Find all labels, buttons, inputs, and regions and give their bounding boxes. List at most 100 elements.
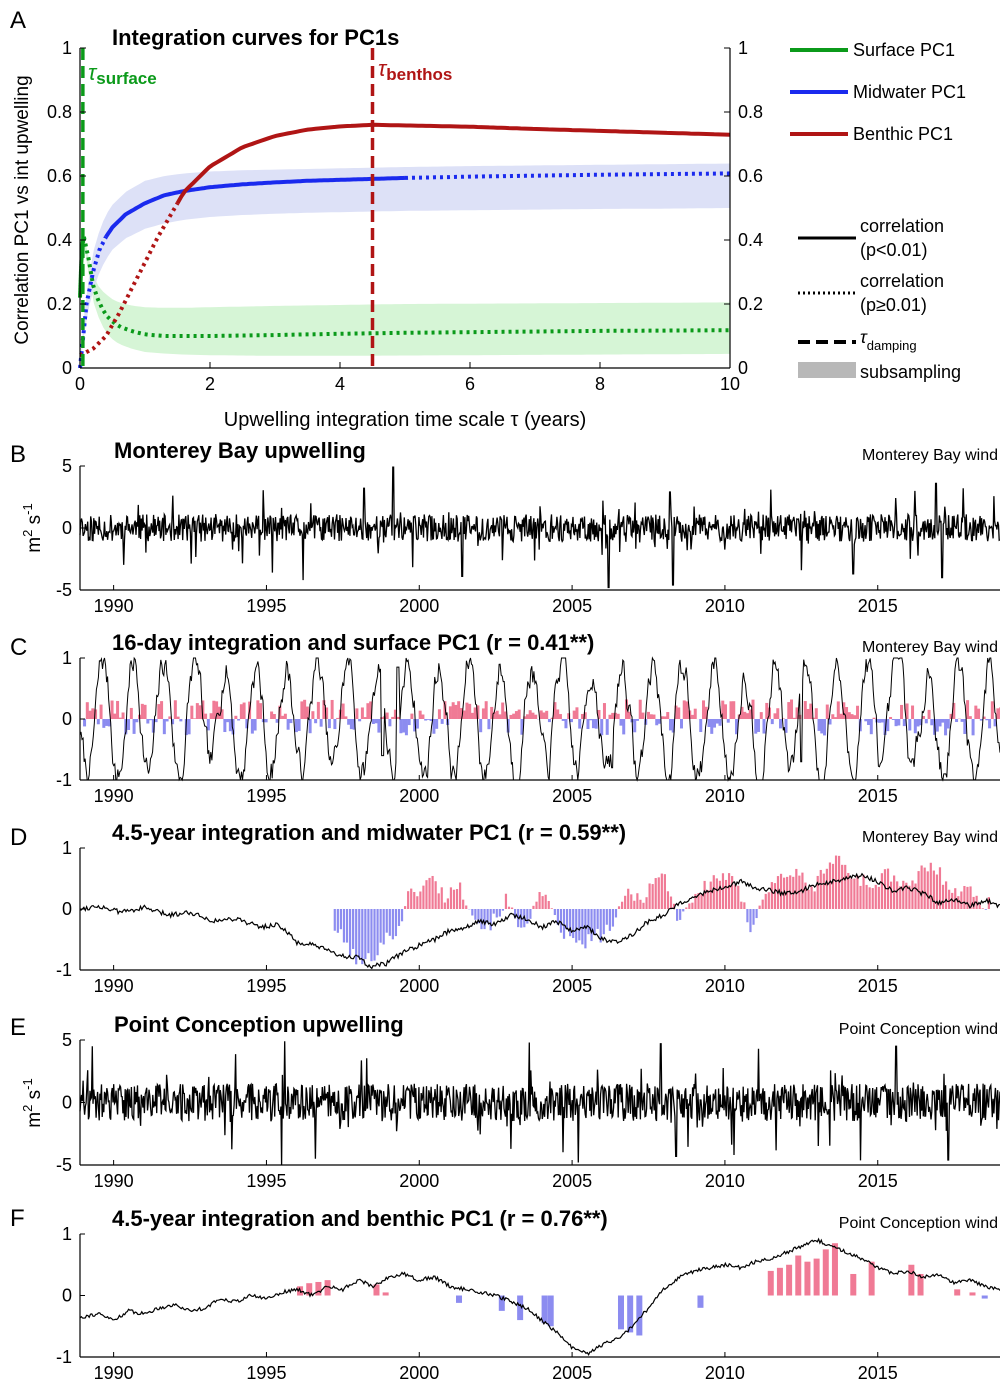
panel-d-xtick-label: 2015 bbox=[858, 976, 898, 996]
panel-d-bar bbox=[828, 862, 832, 909]
panel-d-bar bbox=[602, 909, 605, 935]
panel-c-bar bbox=[118, 717, 122, 719]
panel-d-bar bbox=[452, 889, 456, 909]
panel-c-bar bbox=[113, 713, 117, 719]
panel-c-bar bbox=[484, 701, 488, 719]
panel-c-bar bbox=[556, 709, 560, 719]
panel-c-bar bbox=[627, 711, 631, 719]
panel-c-bar bbox=[465, 702, 469, 719]
panel-c-bar bbox=[88, 710, 92, 719]
panel-d-bar bbox=[541, 896, 544, 909]
panel-f-bar bbox=[868, 1261, 875, 1296]
panel-c-bar bbox=[223, 719, 227, 733]
panel-c-bar bbox=[443, 701, 447, 719]
panel-d-bar bbox=[984, 909, 987, 910]
panel-c-bar bbox=[360, 707, 364, 719]
panel-c-bar bbox=[371, 719, 375, 724]
panel-c-bar bbox=[418, 710, 422, 719]
panel-c-bar bbox=[275, 719, 279, 723]
panel-f-bar bbox=[498, 1295, 505, 1311]
panel-d-bar bbox=[862, 874, 865, 909]
panel-d-bar bbox=[529, 909, 532, 919]
panel-c-bar bbox=[699, 719, 703, 733]
panel-c-bar bbox=[300, 701, 304, 719]
panel-c-bar bbox=[168, 716, 172, 719]
panel-b-series-line bbox=[79, 466, 1000, 589]
panel-c-bar bbox=[773, 713, 777, 719]
panel-d-bar bbox=[798, 875, 801, 909]
panel-c-ytick-label: 0 bbox=[62, 709, 72, 729]
panel-d-bar bbox=[639, 899, 642, 909]
panel-d-bar bbox=[831, 863, 835, 909]
panel-d-bar bbox=[345, 909, 349, 943]
panel-b-xtick-label: 2000 bbox=[399, 596, 439, 616]
panel-c-bar bbox=[105, 719, 109, 726]
panel-d-bar bbox=[724, 879, 728, 909]
panel-c-bar bbox=[479, 719, 483, 733]
panel-d-bar bbox=[758, 905, 761, 909]
panel-f-bar bbox=[786, 1264, 793, 1296]
panel-f-xtick-label: 1990 bbox=[94, 1363, 134, 1383]
panel-c-bar bbox=[803, 701, 807, 719]
panel-d-xtick-label: 1990 bbox=[94, 976, 134, 996]
panel-d-bar bbox=[614, 909, 618, 918]
panel-c-bar bbox=[437, 709, 441, 719]
panel-c-bar bbox=[701, 700, 705, 719]
panel-d-bar bbox=[388, 909, 391, 936]
panel-c-bar bbox=[250, 719, 254, 734]
panel-d-bar bbox=[883, 869, 887, 909]
legend-benthic-label: Benthic PC1 bbox=[853, 124, 953, 144]
panel-c-bar bbox=[319, 719, 323, 727]
panel-d-bar bbox=[440, 887, 443, 909]
panel-c-bar bbox=[424, 719, 428, 721]
panel-d-bar bbox=[746, 909, 749, 923]
panel-c-bar bbox=[586, 719, 590, 729]
panel-letter-f: F bbox=[10, 1205, 25, 1232]
panel-c-bar bbox=[94, 709, 98, 719]
panel-c-bar bbox=[501, 702, 505, 719]
panel-c-bar bbox=[872, 717, 876, 719]
panel-d-bar bbox=[431, 875, 434, 909]
panel-c-bar bbox=[176, 716, 180, 719]
panel-d-xtick-label: 1995 bbox=[246, 976, 286, 996]
panel-c-bar bbox=[666, 712, 670, 719]
panel-d-bar bbox=[495, 909, 498, 918]
panel-f-series-line bbox=[79, 1237, 1000, 1356]
panel-d-bar bbox=[660, 873, 663, 909]
panel-a-ytick-label-right: 1 bbox=[738, 38, 748, 58]
panel-d-bar bbox=[666, 891, 670, 909]
panel-c-bar bbox=[239, 704, 243, 719]
panel-c-bar bbox=[726, 719, 730, 723]
panel-d-bar bbox=[624, 895, 627, 909]
panel-c-bar bbox=[850, 714, 854, 719]
panel-c-bar bbox=[83, 719, 87, 727]
panel-c-bar bbox=[589, 719, 593, 721]
panel-d-bar bbox=[792, 876, 795, 909]
panel-d-bar bbox=[944, 881, 948, 909]
panel-c-bar bbox=[594, 719, 598, 729]
panel-c-bar bbox=[746, 713, 750, 719]
panel-d-bar bbox=[480, 909, 483, 930]
panel-c-bar bbox=[151, 719, 155, 733]
panel-c-bar bbox=[891, 719, 895, 720]
panel-c-bar bbox=[162, 719, 166, 735]
panel-c-bar bbox=[619, 719, 623, 726]
panel-d-bar bbox=[914, 883, 917, 909]
panel-c-bar bbox=[949, 713, 953, 719]
panel-d-bar bbox=[434, 881, 437, 909]
panel-d-bar bbox=[853, 878, 856, 909]
panel-c-xtick-label: 2015 bbox=[858, 786, 898, 806]
panel-d-bar bbox=[620, 901, 624, 909]
panel-d-bar bbox=[526, 909, 529, 924]
panel-a-legend: Surface PC1 Midwater PC1 Benthic PC1 cor… bbox=[790, 40, 966, 382]
panel-c-bar bbox=[663, 716, 667, 719]
panel-c-bar bbox=[690, 714, 694, 719]
panel-a-ytick-label-right: 0.4 bbox=[738, 230, 763, 250]
panel-c-bar bbox=[547, 719, 551, 723]
panel-d-xtick-label: 2010 bbox=[705, 976, 745, 996]
panel-c-bar bbox=[710, 719, 714, 734]
panel-d-bar bbox=[477, 909, 480, 924]
panel-c-bar bbox=[349, 719, 353, 730]
panel-d-bar bbox=[770, 882, 773, 909]
